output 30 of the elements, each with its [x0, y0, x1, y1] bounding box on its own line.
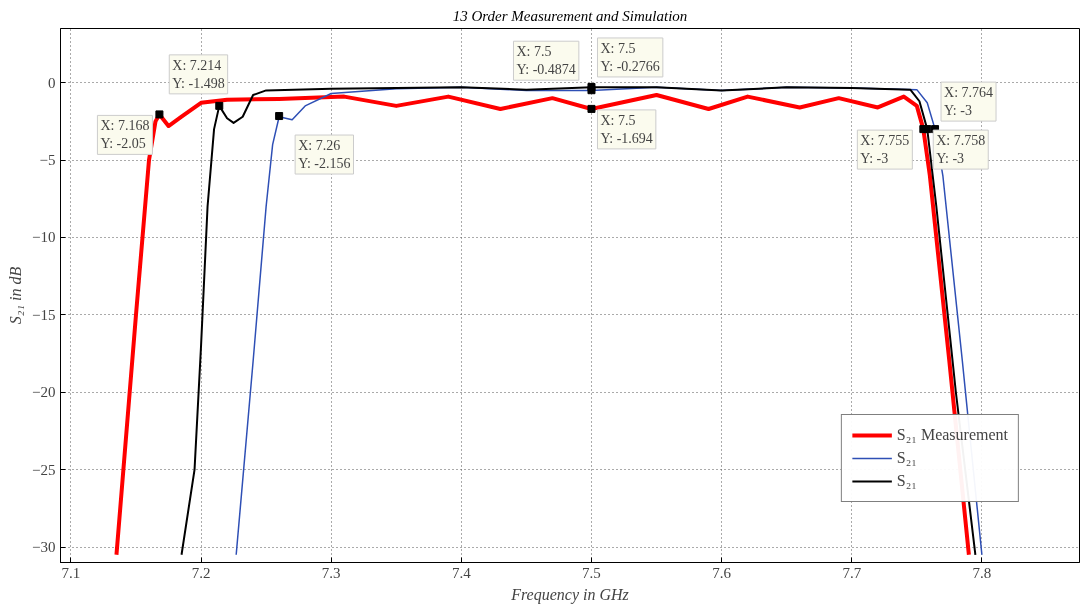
y-tick-label: 0 — [48, 74, 56, 91]
legend-label: S₂₁ — [896, 472, 917, 490]
y-tick-label: −5 — [39, 152, 56, 169]
y-tick-label: −15 — [32, 306, 56, 323]
y-tick-label: −10 — [32, 229, 56, 246]
annotation: X: 7.168 Y: -2.05 — [100, 118, 150, 152]
y-tick-label: −20 — [32, 384, 56, 401]
y-tick-label: −25 — [32, 461, 56, 478]
x-tick-label: 7.2 — [191, 564, 211, 581]
annotation: X: 7.26 Y: -2.156 — [298, 138, 351, 172]
x-tick-label: 7.8 — [972, 564, 992, 581]
x-axis-title: Frequency in GHz — [510, 585, 630, 604]
x-tick-label: 7.6 — [712, 564, 732, 581]
annotation: X: 7.758 Y: -3 — [936, 133, 986, 167]
x-tick-label: 7.1 — [61, 564, 81, 581]
y-axis-title: S₂₁ in dB — [7, 266, 25, 325]
annotation: X: 7.5 Y: -0.2766 — [600, 40, 660, 74]
annotation: X: 7.5 Y: -0.4874 — [516, 44, 576, 78]
legend-label: S₂₁ Measurement — [896, 426, 1008, 444]
x-tick-label: 7.4 — [451, 564, 472, 581]
annotation: X: 7.755 Y: -3 — [860, 133, 910, 167]
annotation: X: 7.214 Y: -1.498 — [172, 57, 225, 91]
x-tick-label: 7.5 — [582, 564, 601, 581]
annotation: X: 7.5 Y: -1.694 — [600, 112, 653, 146]
x-tick-label: 7.3 — [321, 564, 341, 581]
annotation: X: 7.764 Y: -3 — [944, 85, 994, 119]
legend-label: S₂₁ — [896, 449, 917, 467]
x-tick-label: 7.7 — [842, 564, 862, 581]
chart-title: 13 Order Measurement and Simulation — [452, 7, 688, 24]
y-tick-label: −30 — [32, 539, 56, 556]
